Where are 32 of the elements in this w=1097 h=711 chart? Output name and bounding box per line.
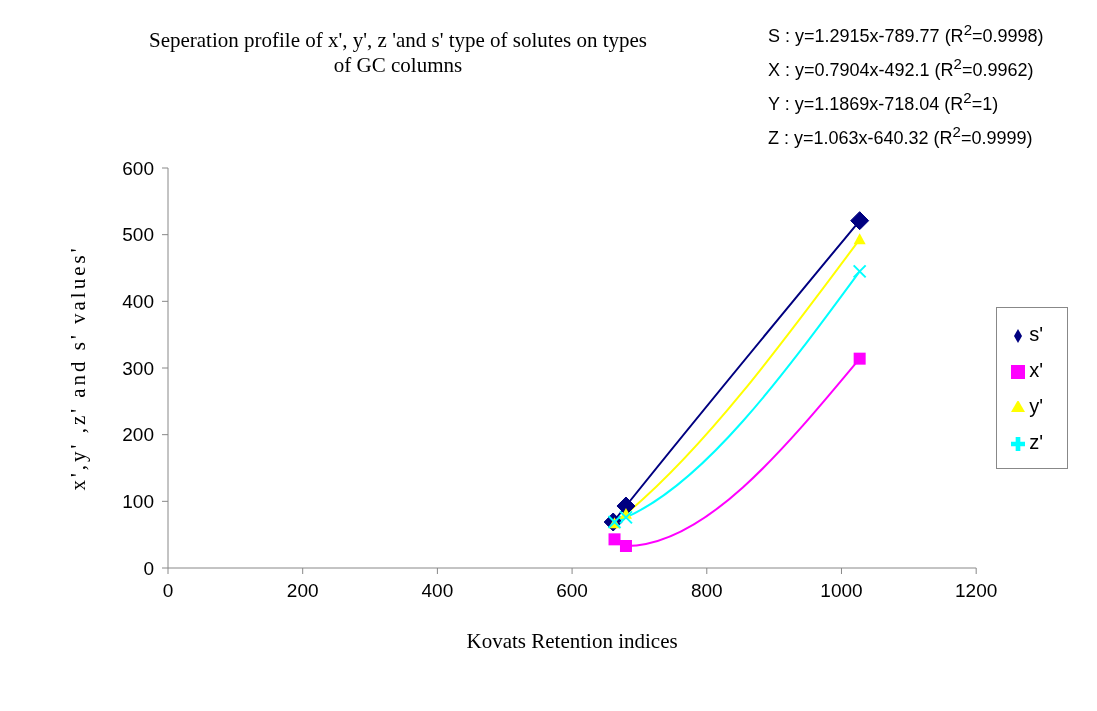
legend-label: x' [1029,359,1043,381]
x-tick-label: 200 [286,580,319,602]
point [619,540,632,552]
point [852,264,867,279]
text: Y : y=1.1869x-718.04 (R$^{2}$=1) [768,88,1000,116]
x-tick-label: 800 [690,580,723,602]
y-tick-label: 0 [143,557,154,579]
point [618,510,633,525]
point [853,233,866,245]
x-axis-title: Kovats Retention indices [466,629,678,653]
x-tick-label: 0 [162,580,174,602]
y-tick-label: 300 [122,357,154,379]
point [853,352,866,365]
y-tick-label: 400 [122,291,154,313]
y-axis-title: x',y' ,z' and s' values' [66,245,91,491]
text: S : y=1.2915x-789.77 (R$^{2}$=0.9998) [768,20,1044,48]
y-tick-label: 200 [122,424,154,446]
y-tick-label: 500 [122,224,154,246]
text: Z : y=1.063x-640.32 (R$^{2}$=0.9999) [768,122,1034,150]
y-tick-label: 100 [122,491,154,513]
x-tick-label: 600 [556,580,588,602]
text: X : y=0.7904x-492.1 (R$^{2}$=0.9962) [768,54,1035,82]
legend-label: y' [1029,395,1043,417]
legend-label: z' [1029,431,1043,453]
chart-title: Seperation profile of x', y', z 'and s' type of solutes on types of GC columns [147,28,648,78]
point [850,211,870,231]
y-tick-label: 600 [122,157,154,179]
x-tick-label: 1000 [820,580,863,602]
legend-label: s' [1029,323,1043,345]
point [608,533,621,546]
x-tick-label: 400 [421,580,454,602]
x-tick-label: 1200 [955,580,998,602]
